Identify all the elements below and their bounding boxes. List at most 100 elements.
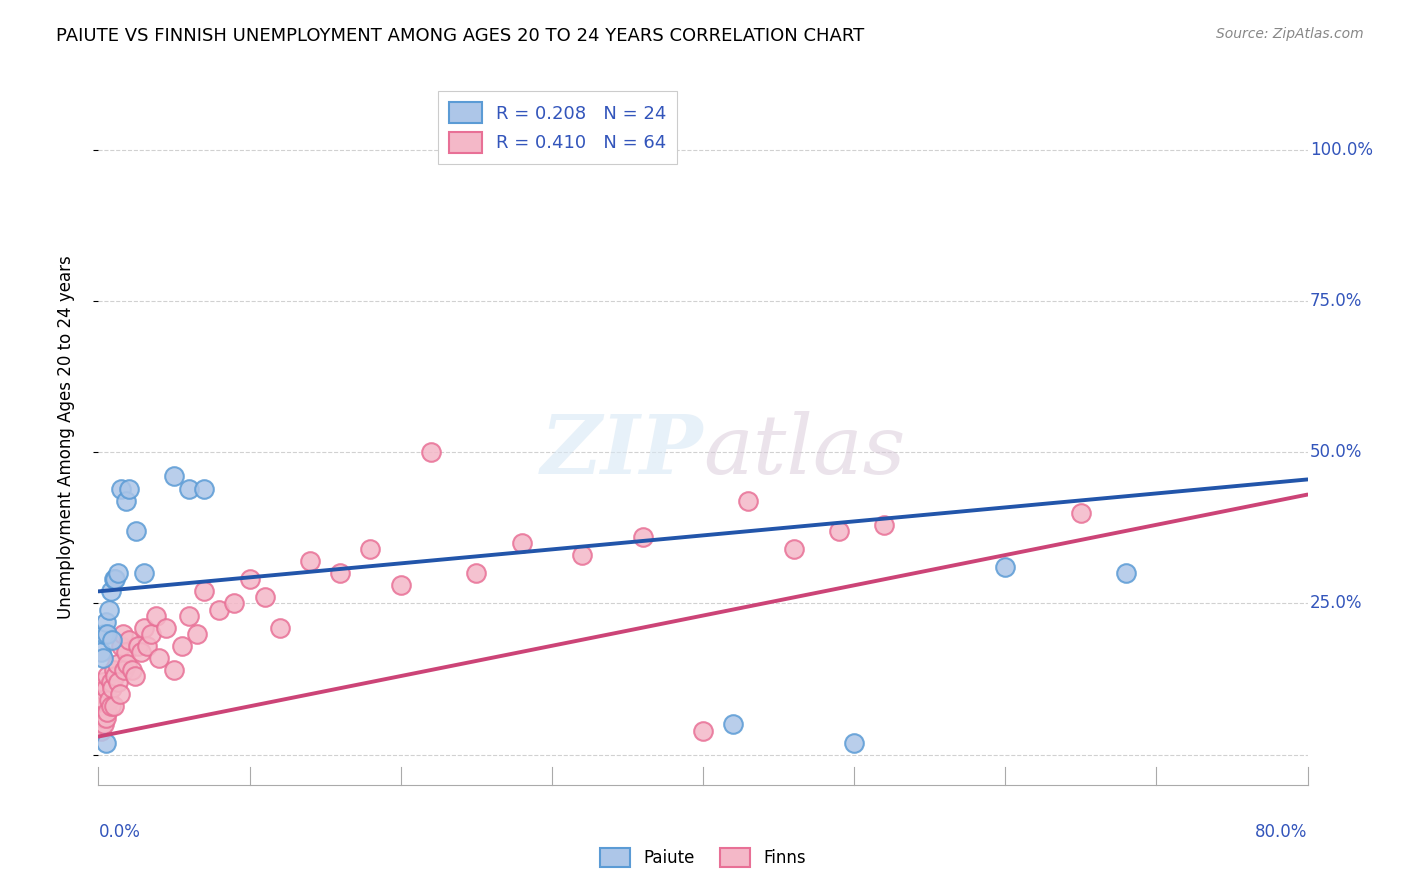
Point	[114, 645, 136, 659]
Point	[141, 626, 163, 640]
Point	[89, 717, 111, 731]
Point	[100, 584, 122, 599]
Point	[98, 602, 121, 616]
Text: atlas: atlas	[703, 411, 905, 491]
Point	[193, 482, 215, 496]
Point	[93, 693, 115, 707]
Point	[389, 578, 412, 592]
Text: 100.0%: 100.0%	[1310, 141, 1374, 159]
Point	[91, 675, 114, 690]
Point	[994, 560, 1017, 574]
Point	[299, 554, 322, 568]
Point	[124, 669, 146, 683]
Point	[93, 626, 115, 640]
Point	[110, 482, 132, 496]
Point	[737, 493, 759, 508]
Point	[125, 524, 148, 538]
Point	[208, 602, 231, 616]
Point	[132, 566, 155, 581]
Point	[360, 541, 382, 556]
Text: 0.0%: 0.0%	[98, 823, 141, 841]
Point	[873, 517, 896, 532]
Point	[193, 584, 215, 599]
Point	[723, 717, 745, 731]
Point	[1070, 506, 1092, 520]
Point	[114, 493, 136, 508]
Point	[94, 681, 117, 695]
Point	[101, 681, 124, 695]
Point	[148, 651, 170, 665]
Point	[112, 663, 135, 677]
Text: PAIUTE VS FINNISH UNEMPLOYMENT AMONG AGES 20 TO 24 YEARS CORRELATION CHART: PAIUTE VS FINNISH UNEMPLOYMENT AMONG AGE…	[56, 27, 865, 45]
Text: 50.0%: 50.0%	[1310, 443, 1362, 461]
Point	[121, 663, 143, 677]
Point	[103, 699, 125, 714]
Point	[118, 482, 141, 496]
Point	[96, 706, 118, 720]
Point	[96, 626, 118, 640]
Point	[145, 608, 167, 623]
Point	[692, 723, 714, 738]
Point	[844, 736, 866, 750]
Point	[127, 639, 149, 653]
Point	[91, 651, 114, 665]
Point	[105, 657, 128, 671]
Point	[163, 663, 186, 677]
Point	[224, 597, 246, 611]
Point	[163, 469, 186, 483]
Point	[90, 645, 112, 659]
Point	[101, 632, 124, 647]
Point	[94, 615, 117, 629]
Point	[465, 566, 488, 581]
Point	[269, 621, 291, 635]
Point	[110, 639, 132, 653]
Point	[93, 717, 115, 731]
Point	[94, 711, 117, 725]
Point	[96, 669, 118, 683]
Point	[420, 445, 443, 459]
Point	[107, 675, 129, 690]
Point	[89, 706, 111, 720]
Point	[329, 566, 352, 581]
Text: Source: ZipAtlas.com: Source: ZipAtlas.com	[1216, 27, 1364, 41]
Point	[90, 699, 112, 714]
Point	[510, 536, 533, 550]
Point	[571, 548, 593, 562]
Point	[100, 699, 122, 714]
Point	[129, 645, 152, 659]
Point	[103, 663, 125, 677]
Point	[107, 566, 129, 581]
Point	[104, 669, 127, 683]
Point	[253, 591, 276, 605]
Point	[115, 657, 138, 671]
Point	[170, 639, 193, 653]
Text: ZIP: ZIP	[540, 411, 703, 491]
Text: 75.0%: 75.0%	[1310, 292, 1362, 310]
Point	[132, 621, 155, 635]
Point	[186, 626, 208, 640]
Point	[91, 711, 114, 725]
Point	[94, 736, 117, 750]
Point	[118, 632, 141, 647]
Point	[111, 626, 134, 640]
Text: 80.0%: 80.0%	[1256, 823, 1308, 841]
Text: 25.0%: 25.0%	[1310, 594, 1362, 613]
Point	[239, 572, 262, 586]
Point	[179, 608, 201, 623]
Y-axis label: Unemployment Among Ages 20 to 24 years: Unemployment Among Ages 20 to 24 years	[56, 255, 75, 619]
Point	[108, 687, 131, 701]
Point	[135, 639, 157, 653]
Legend: Paiute, Finns: Paiute, Finns	[593, 841, 813, 874]
Point	[89, 687, 111, 701]
Point	[828, 524, 851, 538]
Point	[155, 621, 177, 635]
Point	[631, 530, 654, 544]
Point	[100, 675, 122, 690]
Point	[179, 482, 201, 496]
Point	[783, 541, 806, 556]
Point	[1115, 566, 1137, 581]
Point	[90, 723, 112, 738]
Point	[98, 693, 121, 707]
Point	[103, 572, 125, 586]
Point	[104, 572, 127, 586]
